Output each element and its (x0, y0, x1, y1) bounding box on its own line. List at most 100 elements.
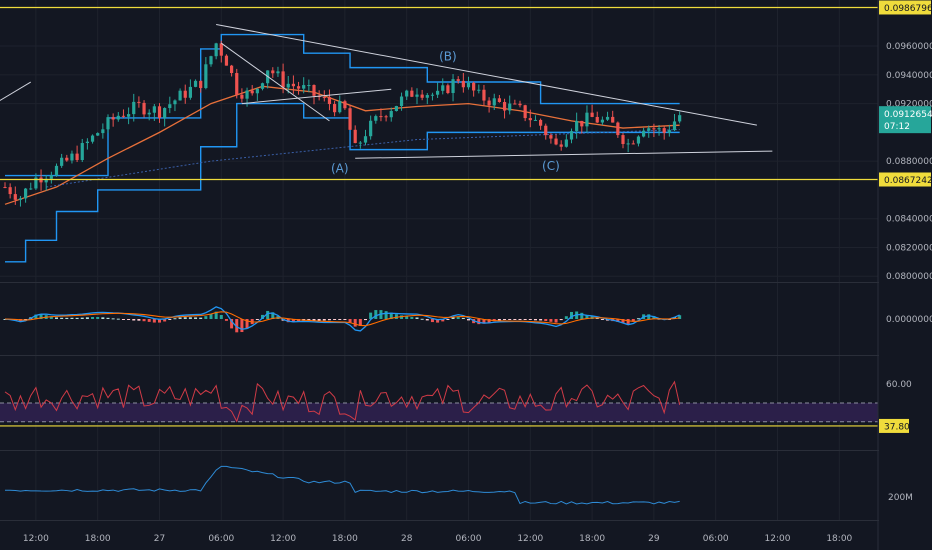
horizontal-level-tag[interactable] (879, 172, 931, 187)
macd-histogram-bar (132, 319, 136, 321)
volume-pane[interactable] (4, 465, 680, 505)
candle-body (18, 198, 23, 200)
candle-body (559, 144, 563, 147)
last-price-tag[interactable] (879, 106, 931, 134)
time-axis[interactable]: 12:00 18:00 27 06:00 12:00 18:00 28 06:00 12:00 1… (23, 534, 853, 544)
macd-histogram-bar (49, 316, 53, 319)
macd-histogram-bar (461, 317, 465, 319)
macd-histogram-bar (497, 319, 501, 321)
candle-body (152, 106, 156, 113)
rsi-pane[interactable] (0, 380, 878, 427)
wave-label: (A) (331, 162, 349, 176)
candle-body (168, 104, 172, 109)
donchian-lower (5, 102, 680, 263)
macd-histogram-bar (271, 312, 275, 319)
horizontal-level-tag[interactable] (879, 0, 931, 15)
macd-histogram-bar (55, 317, 58, 319)
candle-body (420, 94, 424, 98)
candle-body (96, 133, 100, 136)
macd-histogram-bar (508, 319, 512, 320)
candle-body (90, 135, 95, 142)
trend-line[interactable] (0, 81, 32, 104)
macd-histogram-bar (631, 319, 635, 322)
wave-label: (B) (439, 49, 457, 63)
price-pane[interactable]: (B) (A) (C) (0, 6, 878, 263)
candle-body (137, 101, 141, 103)
macd-histogram-bar (183, 317, 187, 319)
last-price-countdown: 07:12 (884, 122, 910, 132)
macd-histogram-bar (312, 319, 316, 321)
macd-histogram-bar (96, 316, 100, 319)
candle-body (626, 143, 630, 145)
candle-body (286, 83, 290, 88)
macd-histogram-bar (147, 319, 151, 322)
candle-body (379, 116, 383, 118)
candle-body (85, 141, 89, 144)
candle-body (590, 112, 594, 117)
candle-body (425, 95, 429, 98)
candle-body (394, 106, 398, 112)
candle-body (399, 96, 404, 107)
macd-histogram-bar (322, 319, 326, 321)
macd-histogram-bar (163, 319, 167, 322)
candle-body (600, 119, 604, 123)
candle-body (353, 129, 357, 144)
trend-line[interactable] (355, 150, 773, 159)
macd-histogram-bar (214, 311, 218, 319)
trend-lines[interactable] (0, 23, 773, 159)
macd-histogram-bar (307, 319, 311, 321)
candle-body (580, 120, 584, 127)
rsi-level-tag[interactable] (879, 418, 909, 433)
time-axis-tick: 12:00 (270, 534, 296, 544)
macd-pane[interactable] (3, 306, 682, 333)
macd-histogram-bar (503, 319, 507, 320)
macd-histogram-bar (343, 319, 347, 320)
candle-body (497, 98, 501, 103)
macd-histogram-bar (456, 316, 460, 319)
candle-body (446, 85, 450, 94)
trend-line[interactable] (221, 42, 330, 122)
candle-body (132, 101, 136, 115)
candle-body (662, 128, 666, 133)
macd-histogram-bar (652, 316, 656, 319)
candle-body (672, 121, 677, 131)
macd-histogram-bar (595, 317, 599, 319)
rsi-level-tag-label: 37.80 (884, 422, 910, 432)
candle-body (142, 102, 146, 115)
horizontal-levels[interactable] (0, 6, 878, 181)
macd-histogram-bar (477, 319, 481, 325)
candle-body (415, 94, 419, 97)
macd-histogram-bar (564, 316, 568, 319)
time-axis-tick: 18:00 (826, 534, 852, 544)
candle-body (302, 85, 306, 89)
macd-histogram-bar (626, 319, 630, 324)
candle-body (642, 130, 646, 137)
candle-body (595, 116, 599, 123)
candle-body (65, 157, 69, 161)
candle-body (101, 129, 105, 134)
macd-histogram-bar (425, 319, 429, 321)
macd-histogram-bar (101, 317, 105, 319)
macd-histogram-bar (528, 319, 532, 320)
candle-body (466, 82, 471, 88)
macd-histogram-bar (219, 315, 223, 319)
macd-histogram-bar (261, 314, 264, 319)
candle-body (193, 80, 198, 87)
candle-body (667, 130, 671, 133)
macd-histogram-bar (230, 319, 234, 329)
candle-body (585, 112, 589, 127)
candle-body (255, 88, 259, 94)
trend-line[interactable] (216, 23, 757, 126)
macd-histogram-bar (137, 319, 141, 321)
candle-body (240, 94, 244, 99)
candle-body (430, 94, 435, 96)
trend-line[interactable] (241, 88, 392, 105)
candle-body (333, 104, 337, 113)
